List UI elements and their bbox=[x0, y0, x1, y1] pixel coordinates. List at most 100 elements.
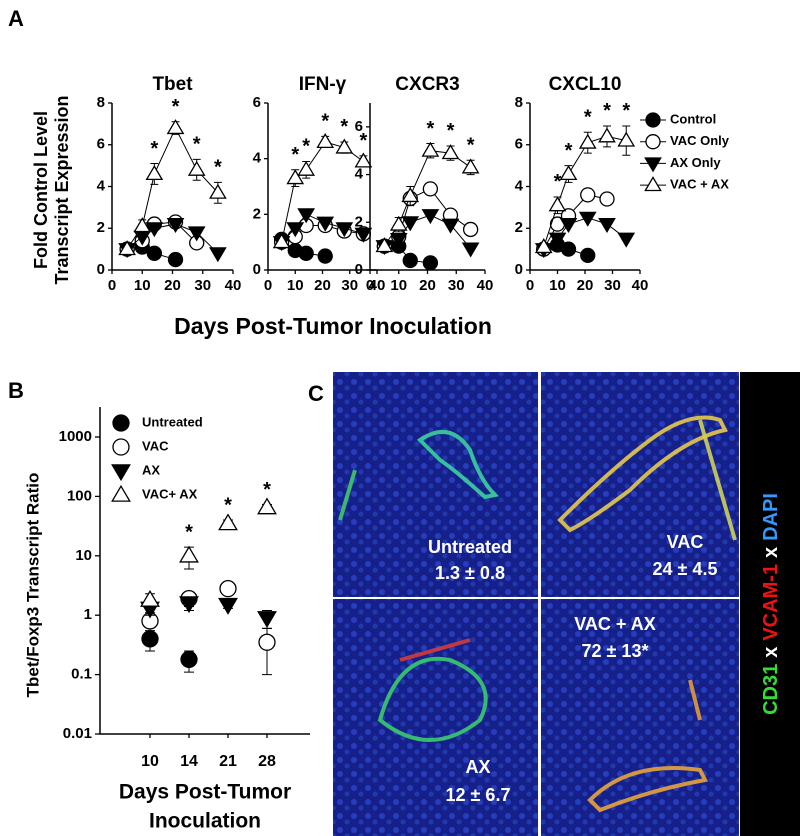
marker bbox=[580, 187, 596, 203]
y-tick-label: 2 bbox=[355, 213, 363, 230]
marker bbox=[316, 216, 335, 232]
marker bbox=[559, 218, 578, 234]
significance-mark: * bbox=[185, 521, 193, 543]
x-tick-label: 10 bbox=[287, 277, 304, 294]
marker bbox=[644, 176, 662, 192]
x-tick-label: 0 bbox=[108, 277, 116, 294]
marker bbox=[187, 160, 206, 176]
micrograph-label: AX bbox=[465, 757, 490, 777]
vessel bbox=[399, 638, 471, 662]
y-tick-label: 6 bbox=[355, 118, 363, 135]
marker bbox=[298, 245, 314, 261]
y-tick-label: 8 bbox=[97, 94, 105, 111]
marker bbox=[560, 241, 577, 257]
micrograph bbox=[333, 372, 538, 597]
marker bbox=[257, 611, 277, 629]
marker bbox=[599, 191, 615, 207]
significance-mark: * bbox=[622, 100, 630, 122]
marker bbox=[422, 255, 439, 271]
marker bbox=[187, 226, 206, 242]
y-axis-label: Tbet/Foxp3 Transcript Ratio bbox=[23, 473, 42, 698]
marker bbox=[401, 187, 420, 203]
stain-legend: CD31 x VCAM-1 x DAPI bbox=[760, 493, 782, 715]
axis-line bbox=[99, 407, 310, 735]
marker bbox=[166, 218, 185, 234]
significance-mark: * bbox=[321, 111, 329, 133]
stain-label: x bbox=[760, 547, 782, 558]
y-tick-label: 100 bbox=[67, 487, 92, 504]
marker bbox=[146, 245, 163, 261]
x-tick-label: 0 bbox=[366, 277, 374, 294]
marker bbox=[167, 251, 184, 268]
marker bbox=[354, 152, 373, 168]
marker bbox=[462, 221, 479, 238]
marker bbox=[218, 513, 238, 531]
x-tick-label: 0 bbox=[526, 277, 534, 294]
marker bbox=[421, 141, 440, 157]
micrograph-value: 1.3 ± 0.8 bbox=[435, 563, 505, 583]
significance-mark: * bbox=[224, 494, 232, 516]
x-tick-label: 40 bbox=[477, 277, 494, 294]
x-axis-label: Days Post-Tumor Inoculation bbox=[174, 313, 492, 339]
marker bbox=[335, 138, 354, 154]
marker bbox=[375, 237, 394, 253]
marker bbox=[354, 227, 373, 243]
marker bbox=[548, 232, 567, 248]
significance-mark: * bbox=[214, 157, 222, 179]
marker bbox=[118, 240, 136, 256]
marker bbox=[111, 484, 131, 502]
x-axis-label: Days Post-Tumor bbox=[119, 781, 291, 804]
y-tick-label: 4 bbox=[253, 150, 262, 167]
marker bbox=[441, 218, 460, 234]
y-tick-label: 6 bbox=[253, 94, 261, 111]
y-tick-label: 1000 bbox=[59, 428, 92, 445]
x-tick-label: 10 bbox=[390, 277, 407, 294]
y-tick-label: 2 bbox=[97, 219, 105, 236]
marker bbox=[179, 545, 199, 563]
marker bbox=[548, 196, 567, 212]
subplot-title: IFN-γ bbox=[299, 74, 347, 95]
x-tick-label: 20 bbox=[164, 277, 181, 294]
y-tick-label: 4 bbox=[515, 177, 524, 194]
micrograph-value: 12 ± 6.7 bbox=[446, 785, 511, 805]
panel-label: A bbox=[8, 6, 24, 31]
marker bbox=[559, 164, 578, 181]
y-tick-label: 0 bbox=[253, 261, 261, 278]
significance-mark: * bbox=[172, 96, 180, 118]
y-tick-label: 0.01 bbox=[63, 725, 92, 742]
significance-mark: * bbox=[467, 135, 475, 157]
vessel bbox=[377, 656, 488, 742]
x-tick-label: 40 bbox=[225, 277, 242, 294]
marker bbox=[209, 247, 227, 263]
marker bbox=[209, 183, 227, 199]
significance-mark: * bbox=[150, 138, 158, 160]
micrograph bbox=[541, 599, 739, 836]
y-tick-label: 2 bbox=[253, 205, 261, 222]
marker bbox=[112, 414, 130, 432]
significance-mark: * bbox=[291, 144, 299, 166]
y-tick-label: 4 bbox=[355, 166, 364, 183]
micrograph-value: 72 ± 13* bbox=[582, 641, 649, 661]
significance-mark: * bbox=[565, 140, 573, 162]
marker bbox=[317, 248, 333, 264]
marker bbox=[257, 497, 277, 515]
marker bbox=[578, 133, 597, 149]
y-tick-label: 0 bbox=[515, 261, 523, 278]
significance-mark: * bbox=[554, 171, 562, 193]
x-tick-label: 21 bbox=[219, 753, 237, 770]
legend-label: Control bbox=[670, 111, 716, 126]
x-tick-label: 30 bbox=[448, 277, 465, 294]
x-tick-label: 40 bbox=[632, 277, 649, 294]
x-tick-label: 10 bbox=[141, 753, 159, 770]
legend-label: AX bbox=[142, 462, 160, 477]
x-tick-label: 14 bbox=[180, 753, 198, 770]
panel-label: B bbox=[8, 378, 24, 403]
y-tick-label: 10 bbox=[75, 547, 92, 564]
significance-mark: * bbox=[447, 120, 455, 142]
y-axis-label: Transcript Expression bbox=[52, 95, 72, 284]
significance-mark: * bbox=[359, 130, 367, 152]
marker bbox=[316, 132, 335, 149]
x-tick-label: 10 bbox=[549, 277, 566, 294]
marker bbox=[133, 217, 152, 233]
